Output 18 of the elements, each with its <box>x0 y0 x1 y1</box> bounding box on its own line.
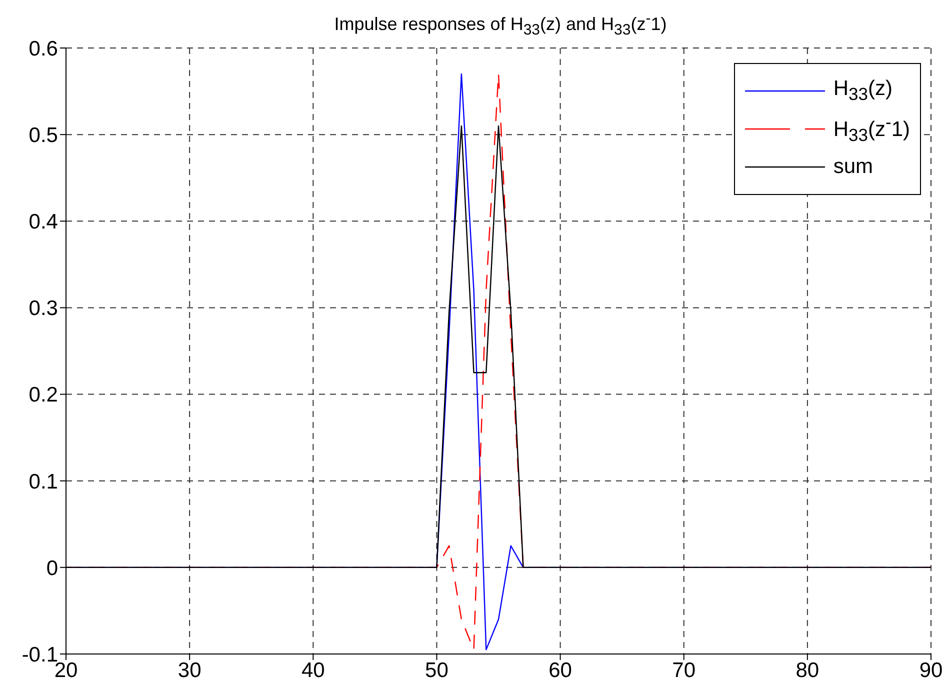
y-tick-label: 0.6 <box>28 37 58 60</box>
y-tick-label: 0.4 <box>28 210 58 234</box>
x-tick-label: 80 <box>796 658 820 682</box>
legend-label: H$_{33}$(z) <box>833 76 892 106</box>
y-tick-label: 0.3 <box>28 297 58 320</box>
x-tick-label: 40 <box>301 658 325 682</box>
y-tick-label: 0 <box>46 556 58 580</box>
legend-label: H$_{33}$(z$^{-}$1) <box>833 112 910 146</box>
x-tick-label: 30 <box>178 658 202 682</box>
y-tick-label: 0.5 <box>28 124 58 148</box>
chart-title: Impulse responses of H$_{33}$(z) and H$_{33}$(z$^{-}$1) <box>333 10 668 39</box>
x-tick-label: 60 <box>548 658 572 682</box>
x-tick-label: 50 <box>425 658 448 682</box>
y-tick-label: 0.2 <box>28 384 58 407</box>
x-tick-label: 70 <box>672 658 696 682</box>
y-tick-label: 0.1 <box>28 470 58 494</box>
x-tick-label: 90 <box>919 658 943 682</box>
legend-label: sum <box>833 155 874 179</box>
